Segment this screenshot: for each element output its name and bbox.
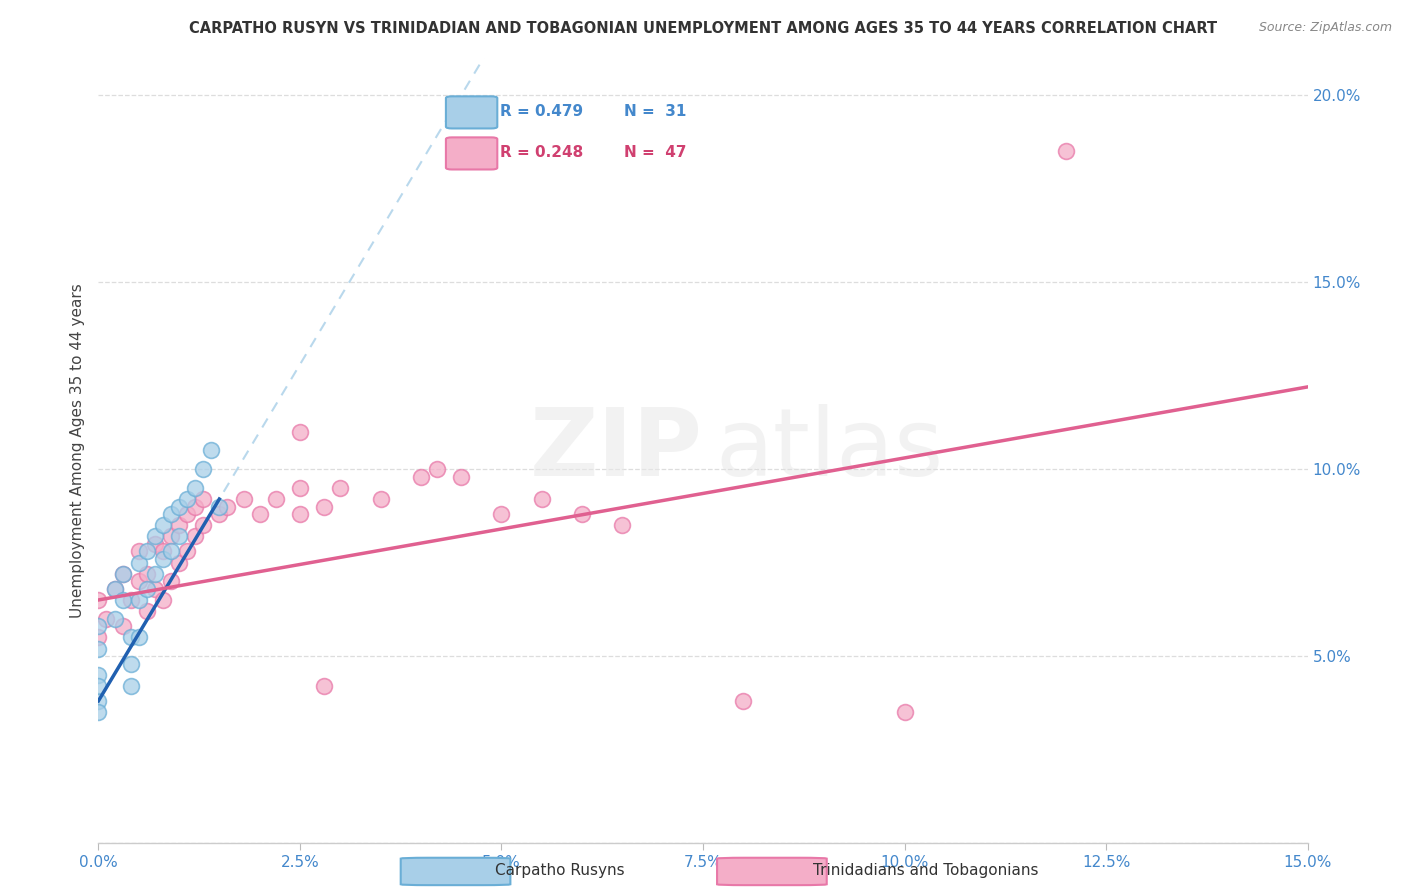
Point — [143, 582, 166, 596]
Point — [135, 566, 157, 581]
Point — [87, 705, 110, 719]
Point — [160, 544, 183, 558]
Text: Carpatho Rusyns: Carpatho Rusyns — [495, 863, 624, 878]
Text: N =  31: N = 31 — [624, 104, 686, 119]
FancyBboxPatch shape — [717, 858, 827, 885]
Point — [167, 518, 190, 533]
Point — [128, 574, 150, 589]
FancyBboxPatch shape — [446, 96, 498, 128]
Point — [232, 491, 254, 506]
Point — [87, 679, 110, 693]
Point — [193, 491, 215, 506]
Point — [264, 491, 287, 506]
Point — [314, 500, 336, 514]
Text: N =  47: N = 47 — [624, 145, 686, 160]
Point — [176, 507, 198, 521]
Point — [450, 469, 472, 483]
Point — [733, 694, 755, 708]
Point — [87, 619, 110, 633]
FancyBboxPatch shape — [401, 858, 510, 885]
Text: atlas: atlas — [716, 404, 943, 497]
Point — [111, 566, 134, 581]
Point — [288, 425, 311, 439]
Point — [200, 443, 222, 458]
FancyBboxPatch shape — [446, 137, 498, 169]
Point — [152, 552, 174, 566]
Point — [111, 593, 134, 607]
Point — [409, 469, 432, 483]
Point — [491, 507, 513, 521]
Point — [103, 582, 125, 596]
Point — [612, 518, 634, 533]
Point — [87, 694, 110, 708]
Point — [111, 619, 134, 633]
Point — [128, 593, 150, 607]
Text: ZIP: ZIP — [530, 404, 703, 497]
Point — [135, 582, 157, 596]
Point — [184, 529, 207, 543]
Point — [103, 612, 125, 626]
Point — [571, 507, 593, 521]
Point — [193, 518, 215, 533]
Point — [128, 556, 150, 570]
Point — [184, 500, 207, 514]
Point — [184, 481, 207, 495]
Text: R = 0.479: R = 0.479 — [501, 104, 583, 119]
Point — [135, 544, 157, 558]
Y-axis label: Unemployment Among Ages 35 to 44 years: Unemployment Among Ages 35 to 44 years — [70, 283, 86, 618]
Text: Source: ZipAtlas.com: Source: ZipAtlas.com — [1258, 21, 1392, 34]
Point — [249, 507, 271, 521]
Text: CARPATHO RUSYN VS TRINIDADIAN AND TOBAGONIAN UNEMPLOYMENT AMONG AGES 35 TO 44 YE: CARPATHO RUSYN VS TRINIDADIAN AND TOBAGO… — [188, 21, 1218, 36]
Point — [370, 491, 392, 506]
Point — [530, 491, 553, 506]
Point — [314, 679, 336, 693]
Point — [143, 537, 166, 551]
Point — [128, 631, 150, 645]
Point — [167, 556, 190, 570]
Point — [128, 544, 150, 558]
Point — [96, 612, 118, 626]
Text: R = 0.248: R = 0.248 — [501, 145, 583, 160]
Point — [160, 574, 183, 589]
Point — [87, 667, 110, 681]
Point — [167, 529, 190, 543]
Point — [208, 507, 231, 521]
Point — [120, 657, 142, 671]
Point — [426, 462, 449, 476]
Point — [135, 604, 157, 618]
Point — [120, 631, 142, 645]
Point — [103, 582, 125, 596]
Point — [143, 529, 166, 543]
Point — [120, 679, 142, 693]
Point — [167, 500, 190, 514]
Point — [176, 544, 198, 558]
Point — [329, 481, 352, 495]
Point — [152, 593, 174, 607]
Point — [893, 705, 915, 719]
Point — [193, 462, 215, 476]
Point — [288, 481, 311, 495]
Point — [288, 507, 311, 521]
Point — [1054, 145, 1077, 159]
Point — [87, 631, 110, 645]
Point — [152, 518, 174, 533]
Point — [120, 593, 142, 607]
Text: Trinidadians and Tobagonians: Trinidadians and Tobagonians — [813, 863, 1038, 878]
Point — [160, 507, 183, 521]
Point — [160, 529, 183, 543]
Point — [217, 500, 239, 514]
Point — [143, 566, 166, 581]
Point — [111, 566, 134, 581]
Point — [208, 500, 231, 514]
Point — [152, 544, 174, 558]
Point — [87, 641, 110, 656]
Point — [176, 491, 198, 506]
Point — [87, 593, 110, 607]
